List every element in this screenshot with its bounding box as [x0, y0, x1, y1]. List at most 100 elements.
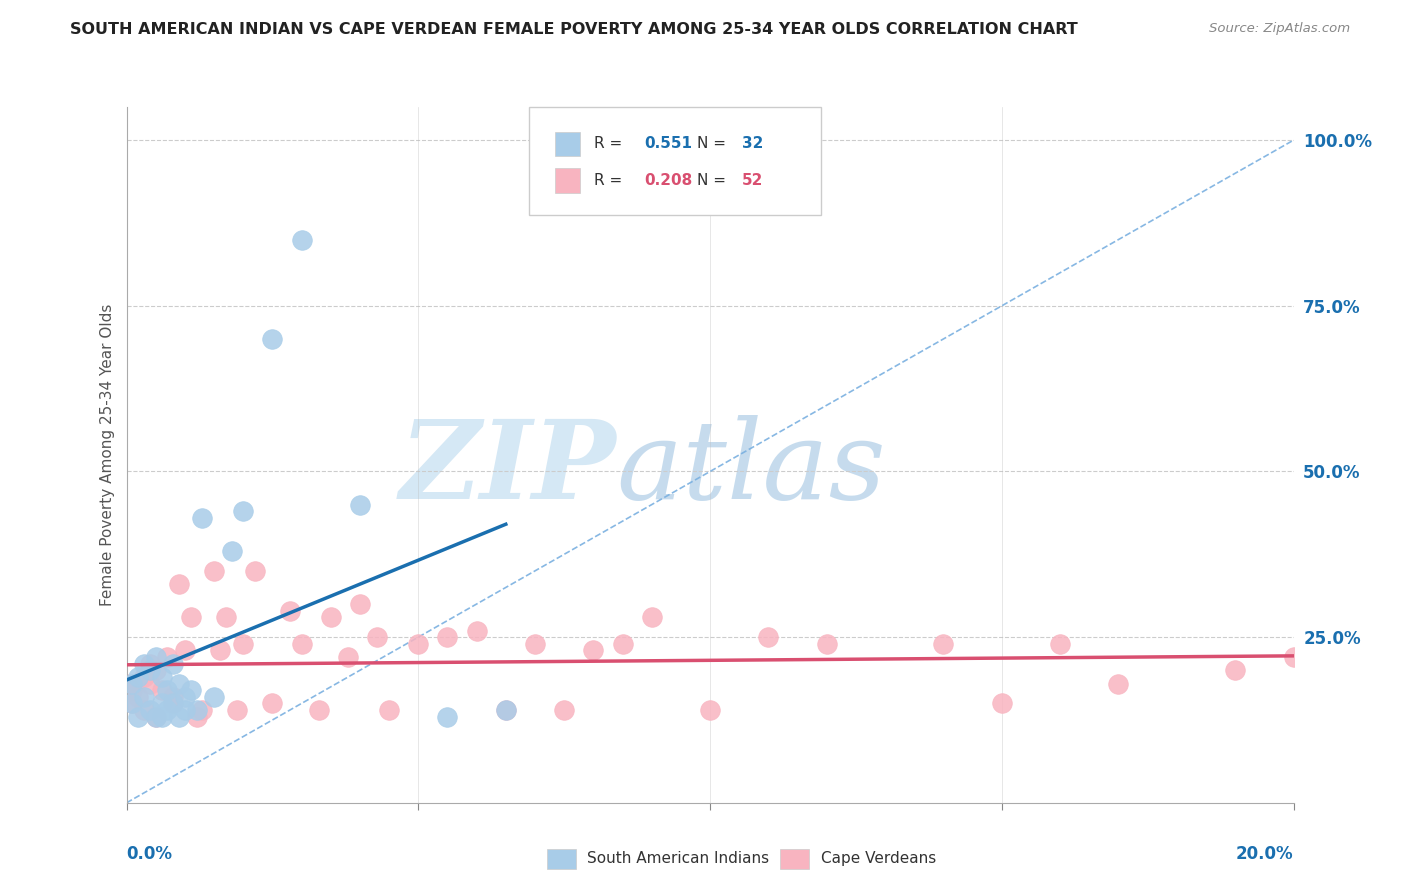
Point — [156, 683, 179, 698]
Text: 20.0%: 20.0% — [1236, 845, 1294, 863]
Point — [150, 670, 173, 684]
Point — [495, 703, 517, 717]
Point — [1108, 676, 1130, 690]
Point — [127, 690, 149, 704]
Point — [174, 643, 197, 657]
Point — [145, 709, 167, 723]
Point — [202, 690, 225, 704]
Point — [1049, 637, 1071, 651]
Point — [167, 676, 190, 690]
Point — [378, 703, 401, 717]
Point — [1282, 650, 1305, 665]
Point — [186, 709, 208, 723]
FancyBboxPatch shape — [529, 107, 821, 215]
Point — [408, 637, 430, 651]
Text: N =: N = — [697, 173, 731, 188]
Point — [150, 709, 173, 723]
Point — [337, 650, 360, 665]
Point — [524, 637, 547, 651]
Point — [150, 697, 173, 711]
Text: Source: ZipAtlas.com: Source: ZipAtlas.com — [1209, 22, 1350, 36]
FancyBboxPatch shape — [780, 849, 810, 869]
Point — [150, 683, 173, 698]
Text: South American Indians: South American Indians — [588, 851, 769, 866]
Point — [990, 697, 1012, 711]
Point — [139, 703, 162, 717]
Point — [180, 683, 202, 698]
Point — [121, 683, 143, 698]
Point — [186, 703, 208, 717]
Point — [232, 504, 254, 518]
Point — [167, 709, 190, 723]
Point — [174, 690, 197, 704]
Point — [366, 630, 388, 644]
Point — [308, 703, 330, 717]
Point — [191, 703, 214, 717]
Text: 0.551: 0.551 — [645, 136, 693, 151]
Text: 0.0%: 0.0% — [127, 845, 173, 863]
Text: N =: N = — [697, 136, 731, 151]
Text: 32: 32 — [741, 136, 763, 151]
Point — [932, 637, 955, 651]
FancyBboxPatch shape — [555, 132, 581, 156]
Point — [278, 604, 301, 618]
Point — [162, 657, 184, 671]
Point — [145, 650, 167, 665]
Point — [221, 544, 243, 558]
Point — [127, 670, 149, 684]
Point — [553, 703, 575, 717]
Y-axis label: Female Poverty Among 25-34 Year Olds: Female Poverty Among 25-34 Year Olds — [100, 304, 115, 606]
Point — [132, 703, 155, 717]
Point — [582, 643, 605, 657]
Text: ZIP: ZIP — [401, 415, 617, 523]
Point — [121, 676, 143, 690]
Point — [139, 657, 162, 671]
Text: SOUTH AMERICAN INDIAN VS CAPE VERDEAN FEMALE POVERTY AMONG 25-34 YEAR OLDS CORRE: SOUTH AMERICAN INDIAN VS CAPE VERDEAN FE… — [70, 22, 1078, 37]
Point — [436, 709, 458, 723]
Point — [191, 511, 214, 525]
Point — [436, 630, 458, 644]
Point — [262, 332, 284, 346]
Point — [756, 630, 779, 644]
Point — [127, 709, 149, 723]
Point — [215, 610, 238, 624]
Point — [208, 643, 231, 657]
Point — [349, 597, 371, 611]
Point — [290, 637, 312, 651]
Point — [226, 703, 249, 717]
Point — [465, 624, 488, 638]
Point — [612, 637, 634, 651]
FancyBboxPatch shape — [555, 169, 581, 193]
Point — [167, 577, 190, 591]
Point — [640, 610, 664, 624]
Point — [139, 663, 162, 677]
Point — [132, 670, 155, 684]
Point — [156, 703, 179, 717]
Point — [121, 697, 143, 711]
Point — [815, 637, 838, 651]
Text: Cape Verdeans: Cape Verdeans — [821, 851, 936, 866]
Point — [145, 709, 167, 723]
Point — [232, 637, 254, 651]
Point — [132, 690, 155, 704]
Text: 0.208: 0.208 — [645, 173, 693, 188]
Point — [156, 650, 179, 665]
Text: 52: 52 — [741, 173, 763, 188]
Text: R =: R = — [595, 173, 627, 188]
Point — [180, 610, 202, 624]
Point — [290, 233, 312, 247]
Point — [139, 676, 162, 690]
Point — [319, 610, 342, 624]
Point — [202, 564, 225, 578]
Text: R =: R = — [595, 136, 627, 151]
Point — [145, 663, 167, 677]
Point — [699, 703, 721, 717]
Point — [132, 657, 155, 671]
Point — [243, 564, 266, 578]
Point — [262, 697, 284, 711]
Point — [115, 676, 138, 690]
Text: atlas: atlas — [617, 415, 886, 523]
FancyBboxPatch shape — [547, 849, 576, 869]
Point — [162, 690, 184, 704]
Point — [162, 697, 184, 711]
